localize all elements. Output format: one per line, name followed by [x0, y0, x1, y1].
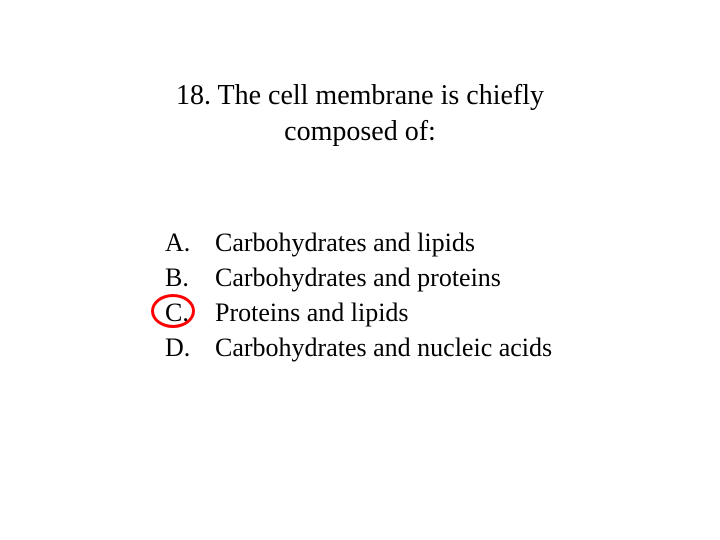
choice-letter: C. — [165, 295, 215, 330]
question-line1: 18. The cell membrane is chiefly — [176, 80, 544, 111]
choice-letter: D. — [165, 330, 215, 365]
question-line2: composed of: — [284, 116, 436, 147]
choice-letter: A. — [165, 225, 215, 260]
choice-row: D. Carbohydrates and nucleic acids — [165, 330, 552, 365]
choice-text: Carbohydrates and lipids — [215, 225, 475, 260]
choice-row: A. Carbohydrates and lipids — [165, 225, 552, 260]
choice-row: C. Proteins and lipids — [165, 295, 552, 330]
choice-row: B. Carbohydrates and proteins — [165, 260, 552, 295]
question-title: 18. The cell membrane is chiefly compose… — [0, 0, 720, 151]
choice-text: Carbohydrates and proteins — [215, 260, 501, 295]
choice-letter: B. — [165, 260, 215, 295]
choice-text: Carbohydrates and nucleic acids — [215, 330, 552, 365]
choice-text: Proteins and lipids — [215, 295, 409, 330]
choice-list: A. Carbohydrates and lipids B. Carbohydr… — [165, 225, 552, 365]
